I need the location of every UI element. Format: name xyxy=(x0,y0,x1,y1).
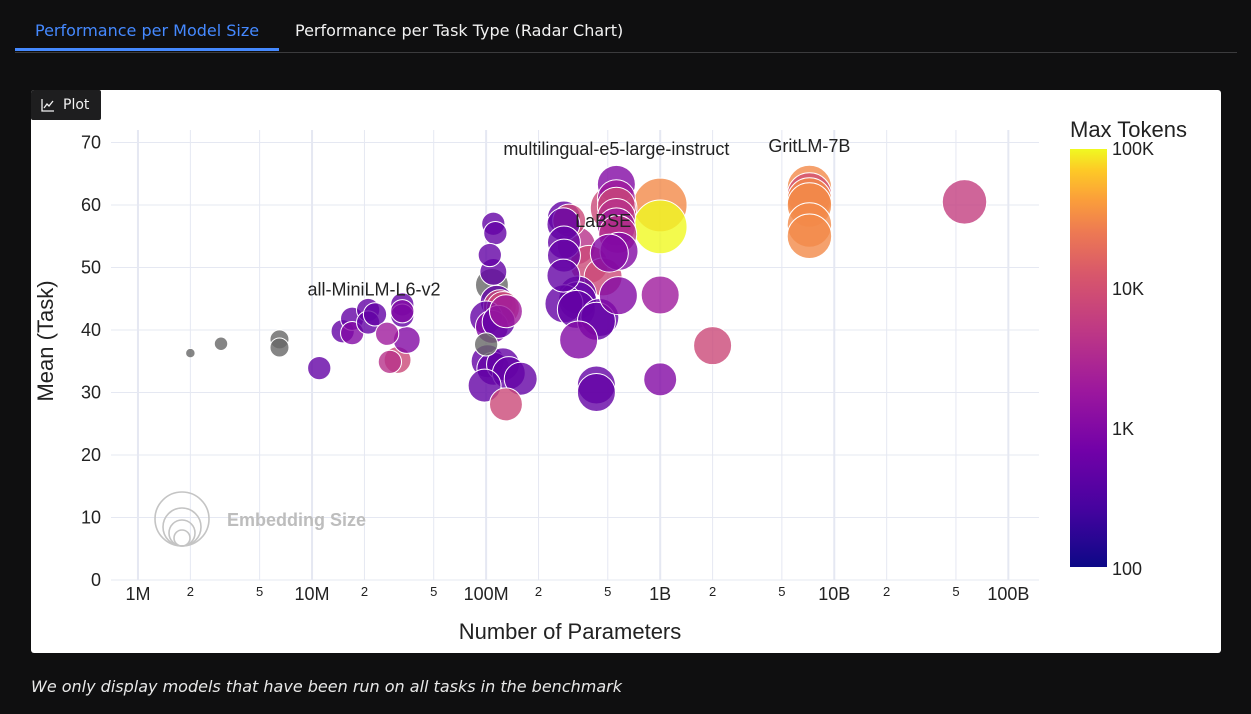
colorbar-tick-100: 100 xyxy=(1112,559,1142,579)
data-point xyxy=(632,199,688,255)
x-minor-tick-label: 5 xyxy=(256,584,263,599)
y-tick-label: 30 xyxy=(81,383,101,403)
tab-performance-per-model-size[interactable]: Performance per Model Size xyxy=(15,0,280,51)
data-point xyxy=(546,258,581,293)
x-minor-tick-label: 5 xyxy=(604,584,611,599)
data-point xyxy=(473,332,499,357)
x-minor-tick-label: 2 xyxy=(535,584,542,599)
colorbar-tick-10k: 10K xyxy=(1112,279,1144,299)
x-minor-tick-label: 5 xyxy=(952,584,959,599)
data-point xyxy=(503,361,538,396)
x-minor-tick-label: 2 xyxy=(883,584,890,599)
y-tick-label: 20 xyxy=(81,445,101,465)
x-minor-tick-label: 2 xyxy=(709,584,716,599)
y-axis-label: Mean (Task) xyxy=(33,280,58,401)
y-tick-labels: 0 10 20 30 40 50 60 70 xyxy=(81,133,101,591)
y-tick-label: 0 xyxy=(91,570,101,590)
data-point xyxy=(185,347,196,359)
colorbar-title: Max Tokens xyxy=(1070,117,1187,142)
colorbar-tick-100k: 100K xyxy=(1112,139,1154,159)
x-tick-label: 100M xyxy=(464,584,509,604)
data-point xyxy=(576,373,616,412)
data-point xyxy=(390,299,415,324)
x-minor-tick-label: 5 xyxy=(778,584,785,599)
scatter-chart: 1M 10M 100M 1B 10B 100B 2 5 2 5 2 5 2 5 2 5 0 10 20 30 40 50… xyxy=(33,117,1187,644)
y-tick-label: 70 xyxy=(81,133,101,153)
y-tick-label: 40 xyxy=(81,320,101,340)
data-point xyxy=(786,213,833,259)
data-point xyxy=(640,275,680,315)
data-point xyxy=(269,337,290,358)
data-point xyxy=(374,321,400,346)
size-legend: Embedding Size xyxy=(154,491,366,547)
data-point xyxy=(477,242,502,268)
data-point xyxy=(559,320,599,360)
annotation-label: LaBSE xyxy=(575,211,631,231)
data-point xyxy=(693,326,733,366)
x-minor-tick-label: 2 xyxy=(187,584,194,599)
data-point xyxy=(377,349,403,375)
data-point xyxy=(589,233,629,273)
data-point xyxy=(488,294,523,329)
y-tick-label: 50 xyxy=(81,258,101,278)
size-legend-label: Embedding Size xyxy=(227,510,366,530)
annotation-label: GritLM-7B xyxy=(768,136,850,156)
data-point xyxy=(213,336,229,351)
x-tick-label: 10M xyxy=(295,584,330,604)
data-point xyxy=(598,276,638,316)
x-tick-label: 10B xyxy=(818,584,850,604)
x-tick-label: 1B xyxy=(649,584,671,604)
annotation-label: multilingual-e5-large-instruct xyxy=(503,139,729,159)
data-point xyxy=(488,387,523,422)
tab-bar: Performance per Model Size Performance p… xyxy=(15,0,1237,53)
plot-card: 1M 10M 100M 1B 10B 100B 2 5 2 5 2 5 2 5 2 5 0 10 20 30 40 50… xyxy=(31,90,1221,653)
colorbar-gradient xyxy=(1070,149,1107,567)
data-point xyxy=(941,179,988,225)
chart-icon xyxy=(41,98,55,112)
colorbar-tick-1k: 1K xyxy=(1112,419,1134,439)
data-points xyxy=(185,164,988,422)
data-point xyxy=(643,362,678,397)
plot-button-label: Plot xyxy=(63,97,90,113)
size-legend-icon xyxy=(154,491,210,547)
x-minor-tick-label: 5 xyxy=(430,584,437,599)
footnote: We only display models that have been ru… xyxy=(31,677,622,696)
x-tick-label: 100B xyxy=(987,584,1029,604)
data-point xyxy=(483,220,508,246)
colorbar: Max Tokens 100K 10K 1K 100 xyxy=(1070,117,1187,579)
y-tick-label: 60 xyxy=(81,195,101,215)
y-tick-label: 10 xyxy=(81,508,101,528)
x-minor-tick-label: 2 xyxy=(361,584,368,599)
x-axis-label: Number of Parameters xyxy=(459,619,682,644)
annotation-label: all-MiniLM-L6-v2 xyxy=(308,280,441,300)
data-point xyxy=(362,302,388,327)
data-point xyxy=(307,355,332,381)
x-tick-label: 1M xyxy=(125,584,150,604)
plot-button[interactable]: Plot xyxy=(31,90,102,120)
x-tick-labels: 1M 10M 100M 1B 10B 100B 2 5 2 5 2 5 2 5 2 5 xyxy=(125,584,1029,604)
annotations: multilingual-e5-large-instruct GritLM-7B L… xyxy=(308,136,851,300)
tab-performance-per-task-type[interactable]: Performance per Task Type (Radar Chart) xyxy=(295,21,624,40)
